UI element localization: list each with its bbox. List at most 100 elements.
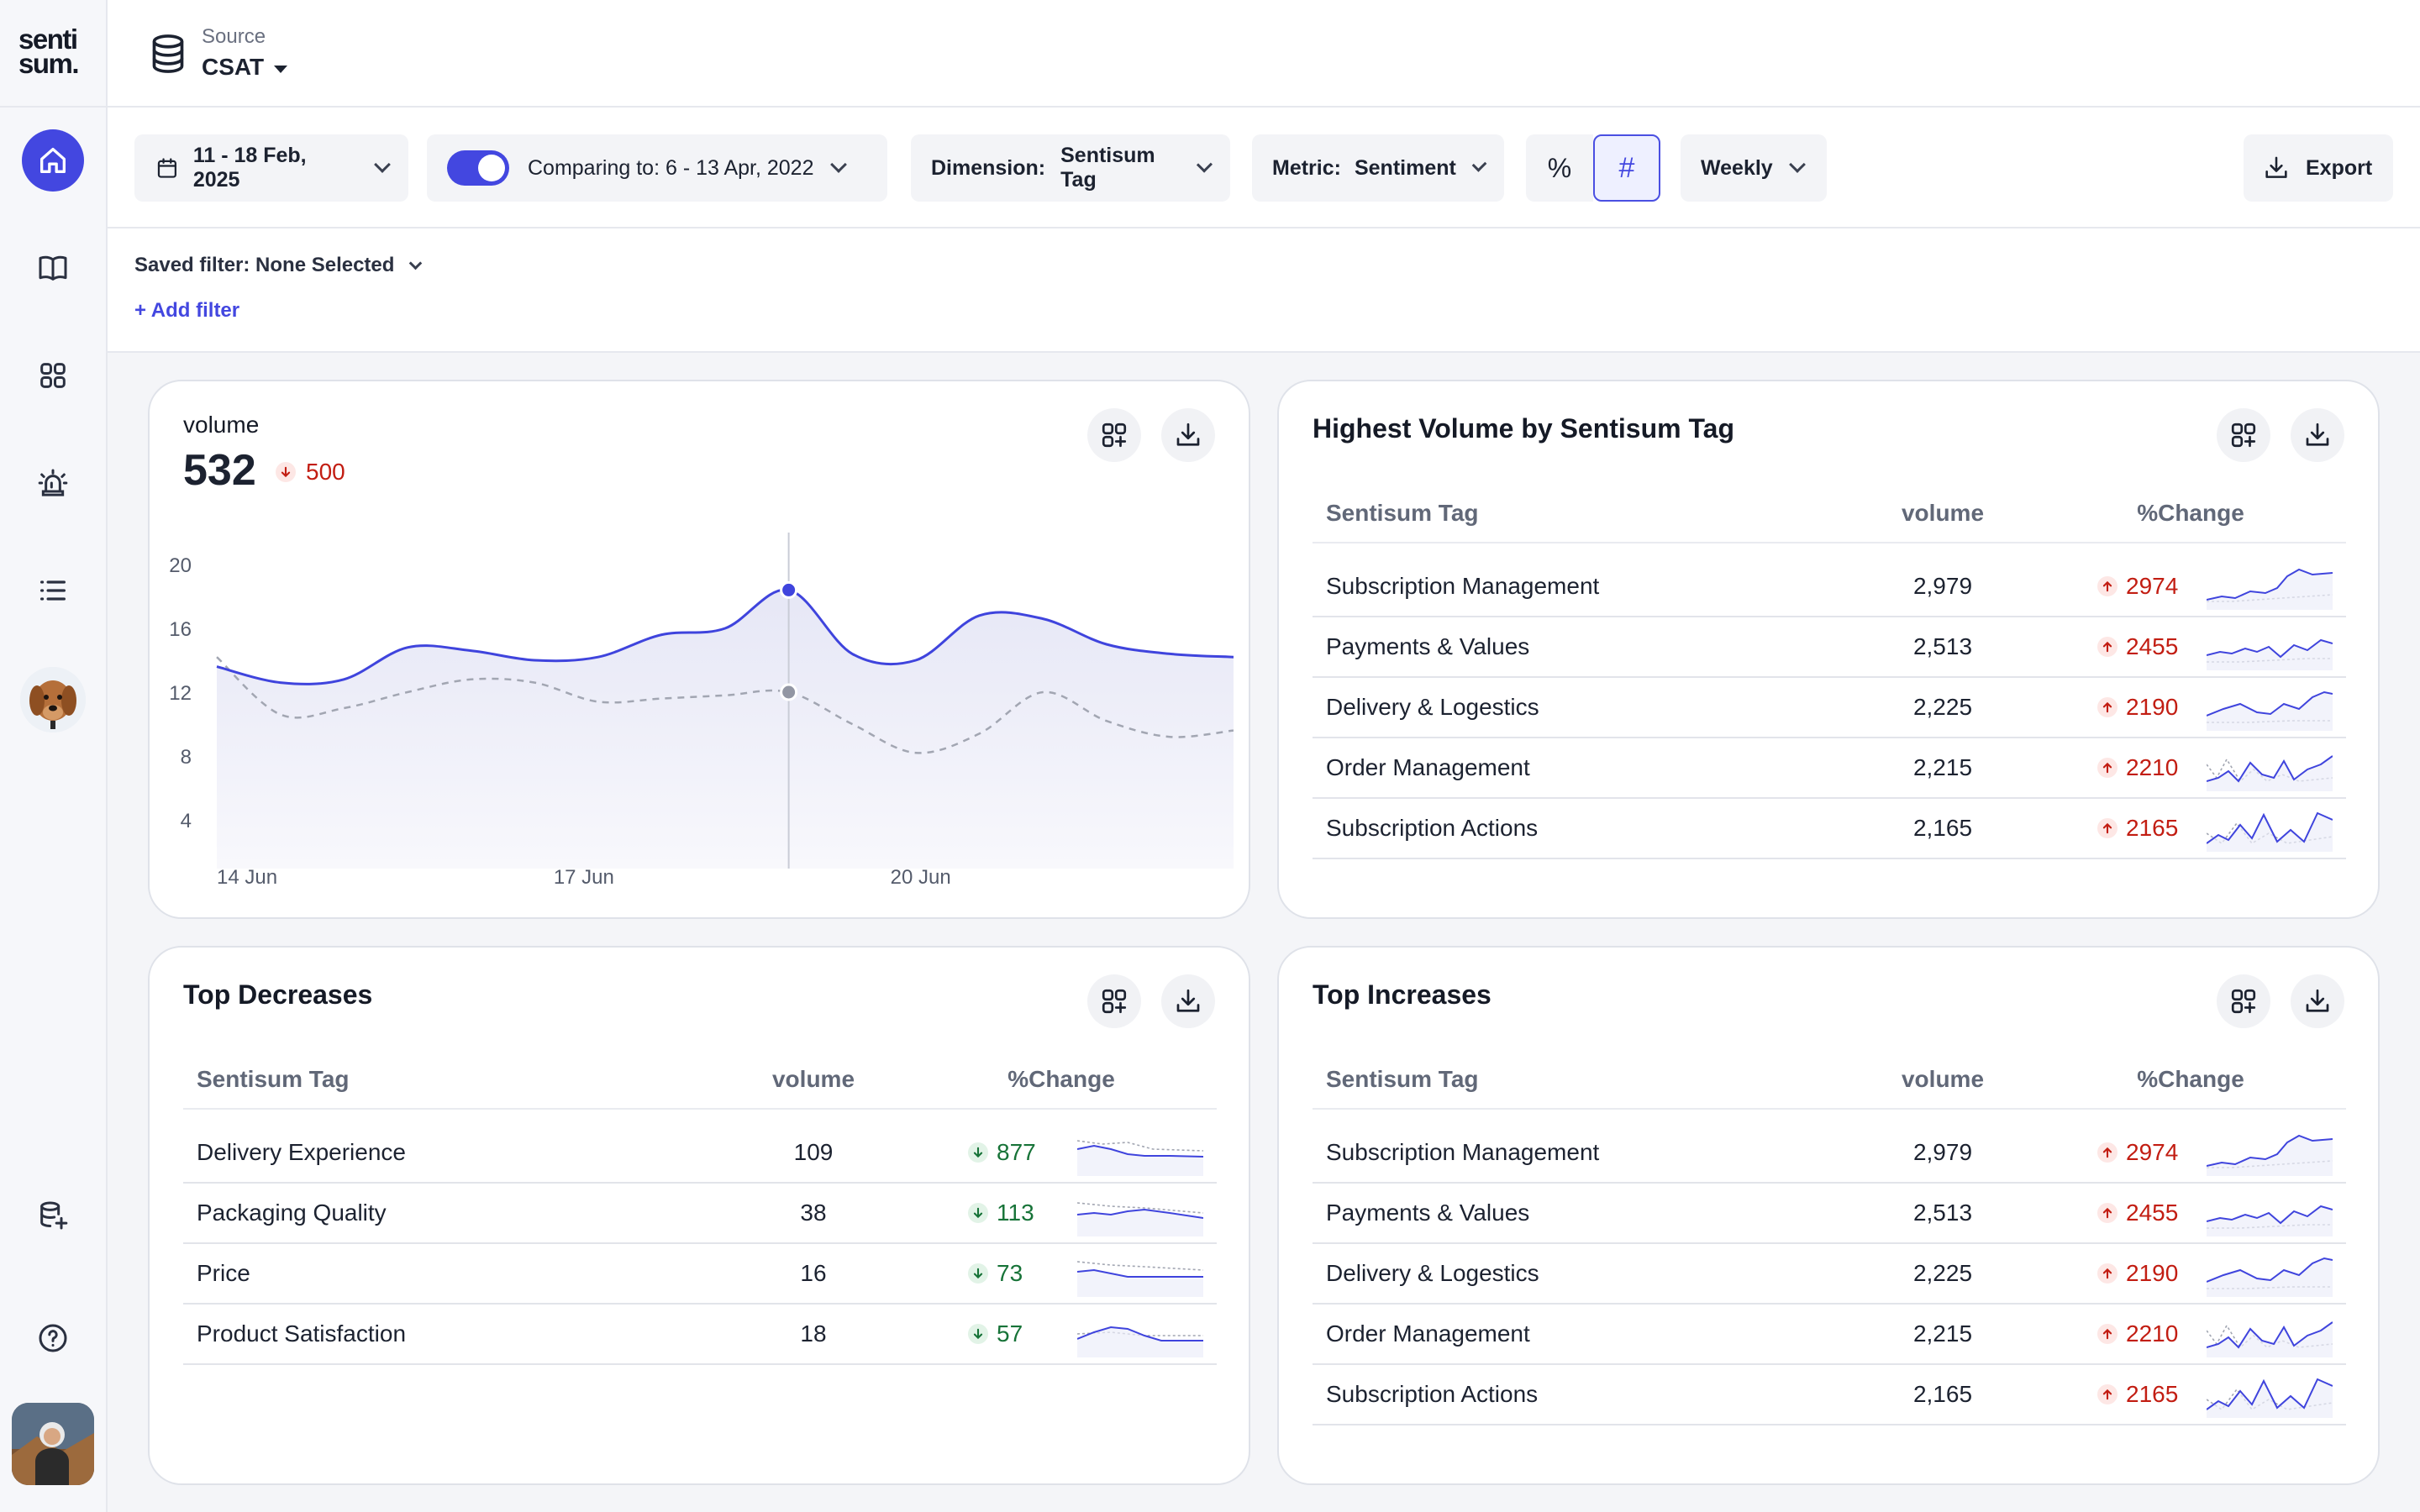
tag-cell[interactable]: Subscription Management — [1313, 1109, 1850, 1184]
card-actions — [1087, 408, 1215, 462]
tag-cell[interactable]: Subscription Actions — [1313, 1364, 1850, 1425]
source-selector[interactable]: CSAT — [202, 54, 288, 81]
metric-select[interactable]: Metric: Sentiment — [1252, 134, 1504, 202]
add-to-dashboard-button[interactable] — [1087, 408, 1141, 462]
table-row[interactable]: Packaging Quality 38 113 — [183, 1183, 1217, 1244]
download-button[interactable] — [2291, 974, 2344, 1028]
tag-cell[interactable]: Packaging Quality — [183, 1183, 721, 1244]
tag-cell[interactable]: Delivery Experience — [183, 1109, 721, 1184]
column-header-volume[interactable]: volume — [1850, 1050, 2035, 1110]
database-plus-icon — [40, 1201, 68, 1230]
grid-icon — [40, 363, 66, 388]
column-header-tag[interactable]: Sentisum Tag — [1313, 484, 1850, 543]
y-tick-label: 20 — [169, 554, 192, 577]
date-range-picker[interactable]: 11 - 18 Feb, 2025 — [134, 134, 408, 202]
chevron-down-icon — [829, 156, 847, 173]
volume-cell: 2,979 — [1850, 543, 2035, 617]
change-value: 2190 — [2126, 694, 2179, 720]
tag-cell[interactable]: Payments & Values — [1313, 1183, 1850, 1244]
column-header-change[interactable]: %Change — [2035, 484, 2346, 543]
table-row[interactable]: Payments & Values 2,513 2455 — [1313, 1183, 2346, 1244]
nav-home[interactable] — [22, 129, 84, 192]
table-row[interactable]: Payments & Values 2,513 2455 — [1313, 617, 2346, 678]
compare-toggle[interactable] — [447, 150, 509, 186]
volume-cell: 2,165 — [1850, 798, 2035, 859]
table-row[interactable]: Delivery & Logestics 2,225 2190 — [1313, 1243, 2346, 1305]
change-cell: 2974 — [2035, 543, 2346, 617]
arrow-up-icon — [2097, 1203, 2118, 1223]
nav-alerts[interactable] — [22, 452, 84, 514]
download-button[interactable] — [1161, 408, 1215, 462]
arrow-up-icon — [2097, 1142, 2118, 1163]
tag-cell[interactable]: Product Satisfaction — [183, 1304, 721, 1365]
percent-toggle-button[interactable]: % — [1526, 134, 1593, 202]
saved-filter-select[interactable]: Saved filter: None Selected — [134, 254, 423, 277]
tag-cell[interactable]: Subscription Actions — [1313, 798, 1850, 859]
count-toggle-button[interactable]: # — [1593, 134, 1660, 202]
add-widget-icon — [1102, 989, 1127, 1014]
add-filter-link[interactable]: + Add filter — [134, 299, 240, 322]
table-row[interactable]: Subscription Actions 2,165 2165 — [1313, 798, 2346, 859]
arrow-up-icon — [2097, 758, 2118, 778]
user-avatar[interactable] — [12, 1403, 94, 1485]
column-header-tag[interactable]: Sentisum Tag — [1313, 1050, 1850, 1110]
add-to-dashboard-button[interactable] — [2217, 974, 2270, 1028]
sentisum-logo[interactable]: senti sum. — [18, 25, 80, 77]
card-actions — [1087, 974, 1215, 1028]
nav-help[interactable] — [22, 1307, 84, 1369]
tag-cell[interactable]: Price — [183, 1243, 721, 1305]
volume-cell: 2,513 — [1850, 617, 2035, 678]
dog-avatar[interactable] — [20, 667, 86, 732]
interval-value: Weekly — [1701, 155, 1773, 180]
volume-line-chart[interactable]: 20 16 12 8 4 14 Jun 17 Jun 20 Jun — [166, 533, 1234, 885]
column-header-tag[interactable]: Sentisum Tag — [183, 1050, 721, 1110]
table-row[interactable]: Product Satisfaction 18 57 — [183, 1304, 1217, 1365]
tag-cell[interactable]: Delivery & Logestics — [1313, 1243, 1850, 1305]
change-cell: 2165 — [2035, 798, 2346, 859]
nav-dashboards[interactable] — [22, 344, 84, 407]
chevron-down-icon — [1471, 157, 1487, 172]
table-row[interactable]: Price 16 73 — [183, 1243, 1217, 1305]
export-button[interactable]: Export — [2244, 134, 2393, 202]
database-icon — [152, 34, 184, 73]
sparkline — [1077, 1202, 1203, 1236]
tag-cell[interactable]: Payments & Values — [1313, 617, 1850, 678]
column-header-volume[interactable]: volume — [721, 1050, 906, 1110]
dimension-select[interactable]: Dimension: Sentisum Tag — [911, 134, 1230, 202]
table-row[interactable]: Subscription Management 2,979 2974 — [1313, 1109, 2346, 1184]
table-row[interactable]: Subscription Actions 2,165 2165 — [1313, 1364, 2346, 1425]
download-icon — [2265, 156, 2287, 178]
tag-cell[interactable]: Order Management — [1313, 738, 1850, 799]
table-row[interactable]: Subscription Management 2,979 2974 — [1313, 543, 2346, 617]
download-icon — [2306, 423, 2329, 446]
highest-volume-title: Highest Volume by Sentisum Tag — [1313, 413, 1734, 444]
nav-library[interactable] — [22, 237, 84, 299]
column-header-change[interactable]: %Change — [2035, 1050, 2346, 1110]
add-to-dashboard-button[interactable] — [2217, 408, 2270, 462]
table-row[interactable]: Delivery & Logestics 2,225 2190 — [1313, 677, 2346, 738]
highest-volume-card: Highest Volume by Sentisum Tag Sentisum … — [1277, 380, 2380, 919]
tag-cell[interactable]: Subscription Management — [1313, 543, 1850, 617]
compare-control[interactable]: Comparing to: 6 - 13 Apr, 2022 — [427, 134, 887, 202]
nav-add-source[interactable] — [22, 1184, 84, 1247]
table-row[interactable]: Delivery Experience 109 877 — [183, 1109, 1217, 1184]
volume-cell: 2,225 — [1850, 1243, 2035, 1305]
volume-cell: 2,215 — [1850, 1304, 2035, 1365]
download-button[interactable] — [2291, 408, 2344, 462]
top-decreases-table: Sentisum Tag volume %Change Delivery Exp… — [183, 1050, 1217, 1365]
arrow-up-icon — [2097, 697, 2118, 717]
top-header: Source CSAT — [108, 0, 2420, 108]
nav-list[interactable] — [22, 559, 84, 622]
table-row[interactable]: Order Management 2,215 2210 — [1313, 738, 2346, 799]
add-to-dashboard-button[interactable] — [1087, 974, 1141, 1028]
siren-icon — [38, 469, 68, 496]
interval-select[interactable]: Weekly — [1681, 134, 1827, 202]
column-header-change[interactable]: %Change — [906, 1050, 1217, 1110]
table-row[interactable]: Order Management 2,215 2210 — [1313, 1304, 2346, 1365]
download-button[interactable] — [1161, 974, 1215, 1028]
tag-cell[interactable]: Delivery & Logestics — [1313, 677, 1850, 738]
tag-cell[interactable]: Order Management — [1313, 1304, 1850, 1365]
column-header-volume[interactable]: volume — [1850, 484, 2035, 543]
sparkline — [2207, 1134, 2333, 1176]
saved-filter-label: Saved filter: None Selected — [134, 254, 395, 276]
